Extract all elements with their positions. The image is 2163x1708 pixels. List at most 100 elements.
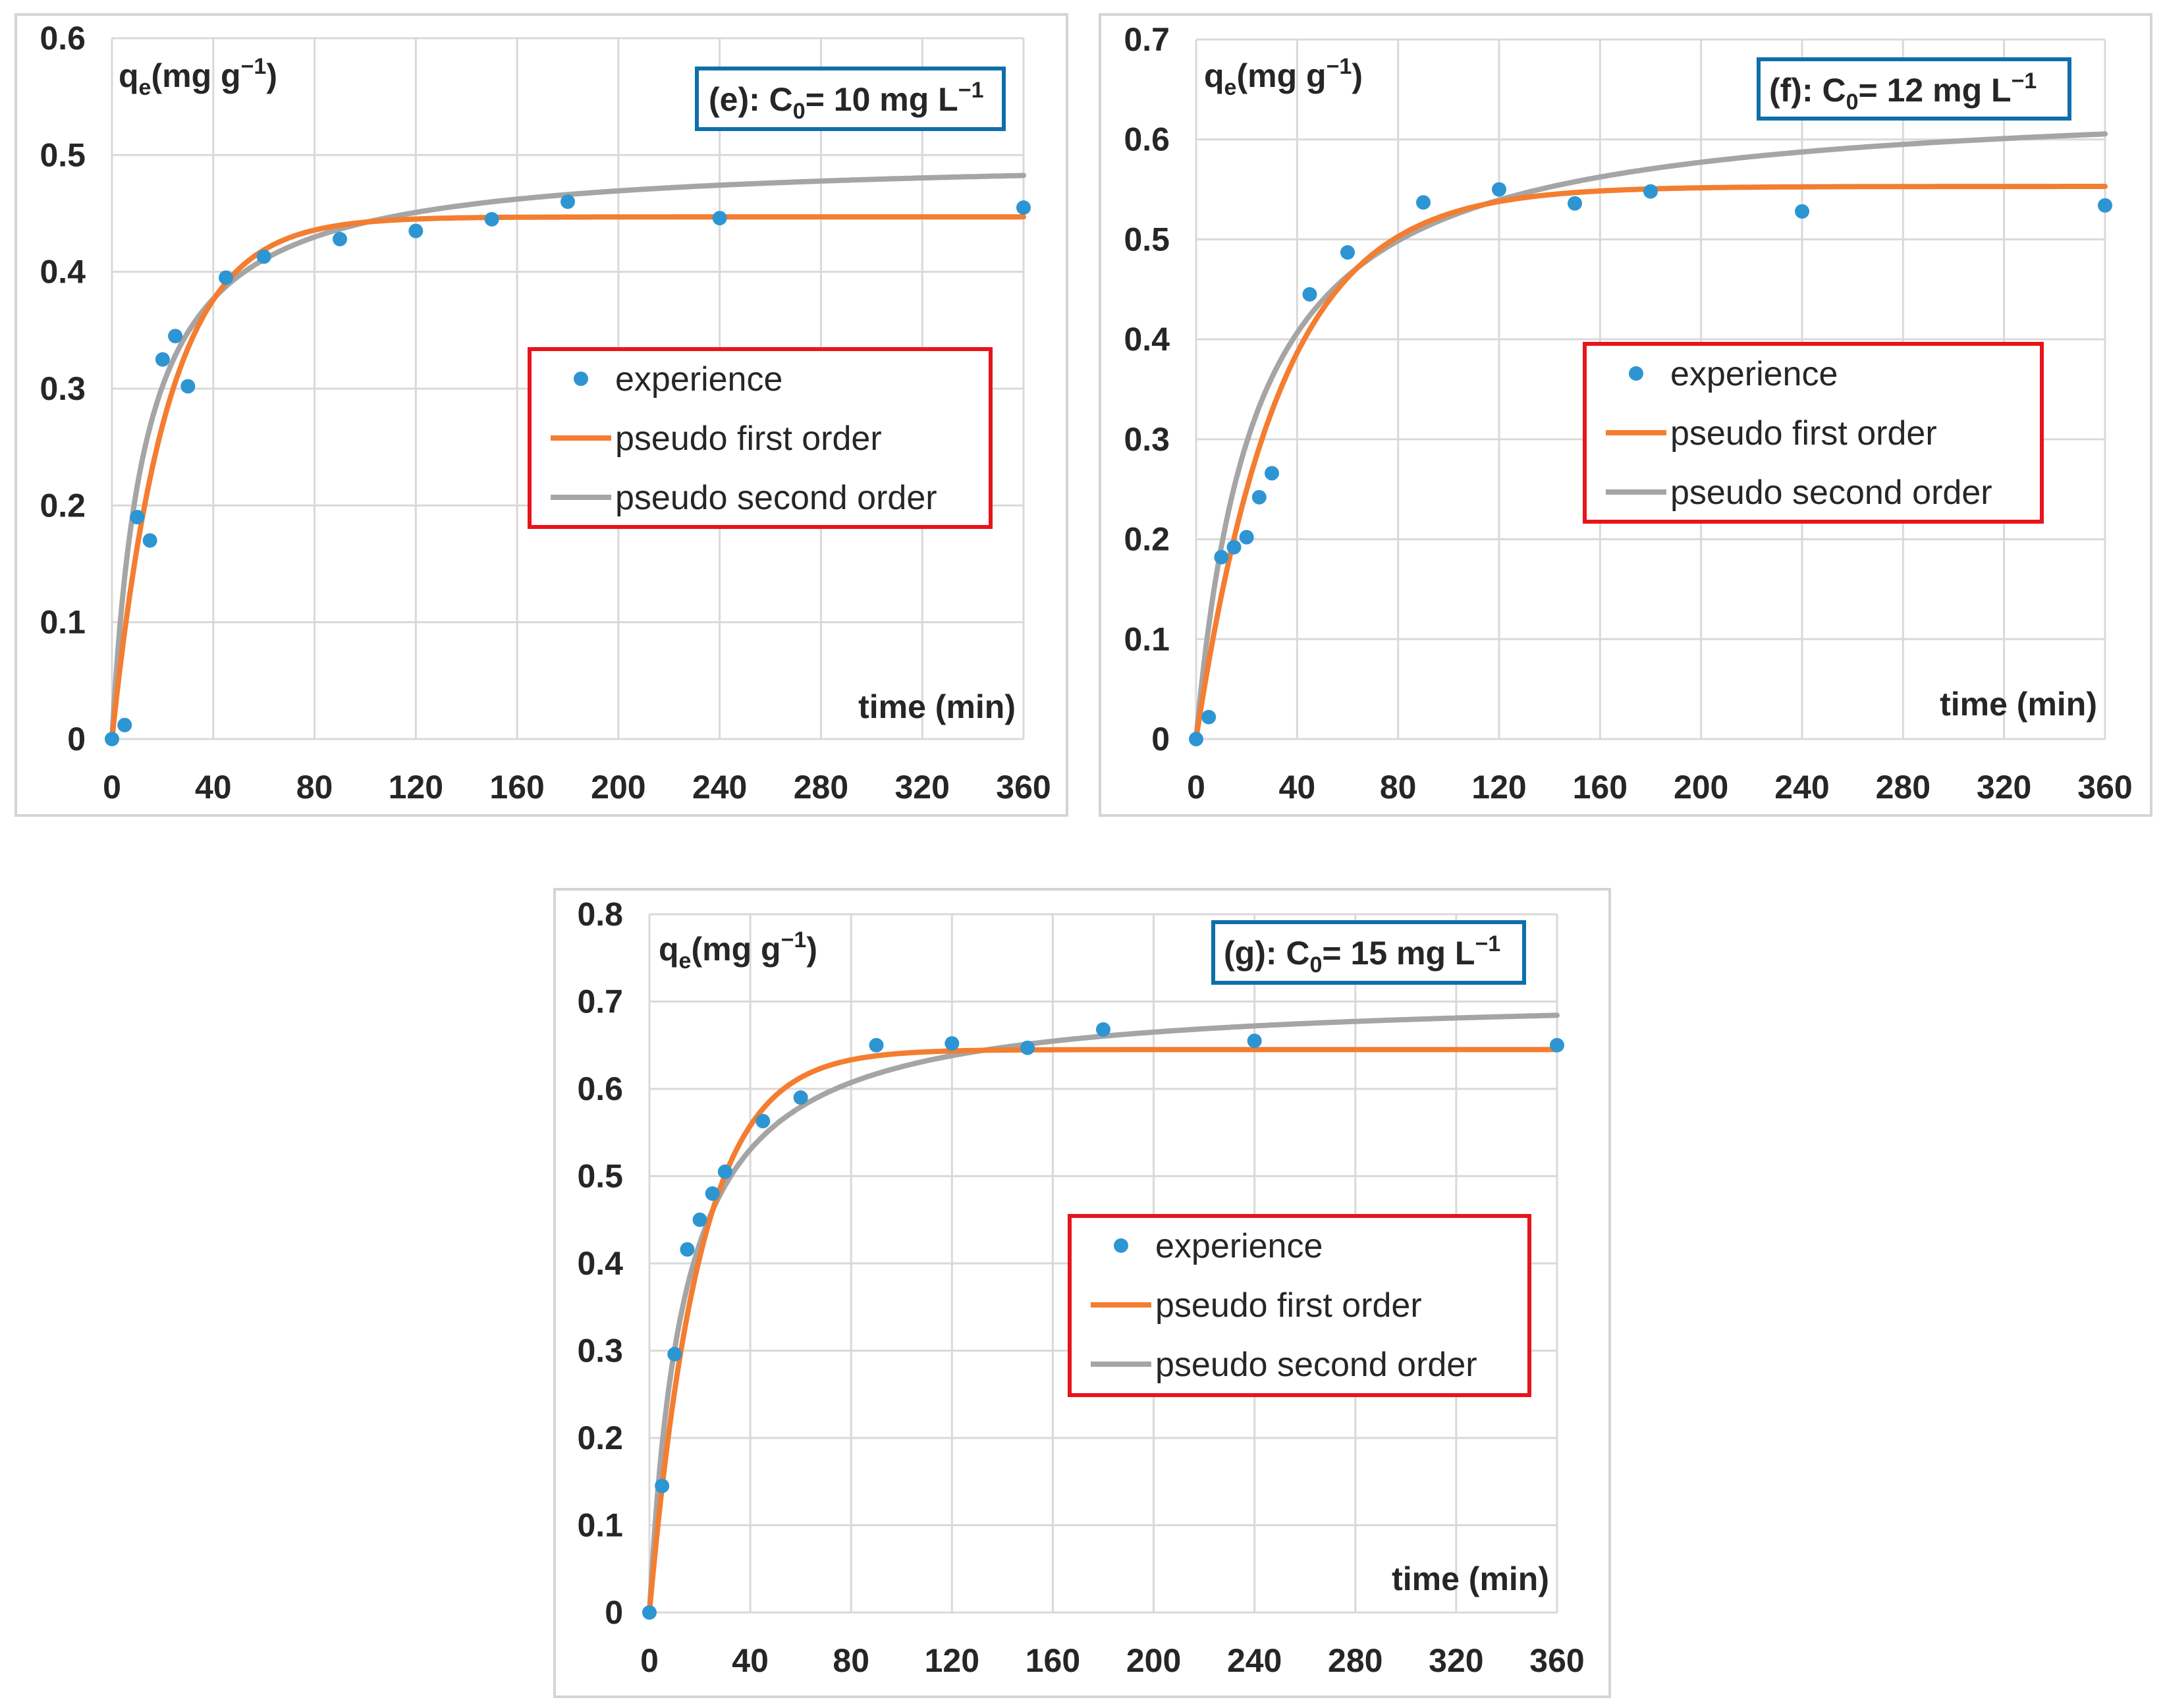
x-tick-label: 200 [591,769,645,806]
experience-point [712,211,727,226]
x-tick-label: 120 [1471,769,1526,806]
x-axis-label: time (min) [1392,1560,1549,1597]
experience-point [1020,1040,1035,1055]
experience-point [1643,184,1658,199]
experience-point [755,1114,771,1129]
experience-point [180,379,196,394]
concentration-annotation: (e): C0= 10 mg L−1 [709,78,983,124]
y-axis-label: qe(mg g−1) [1204,54,1363,100]
legend-pso-label: pseudo second order [615,479,937,517]
experience-point [484,211,499,227]
experience-point [105,732,119,746]
y-tick-label: 0.3 [1124,421,1170,458]
x-tick-label: 240 [1774,769,1829,806]
experience-point [1016,200,1031,215]
experience-point [130,510,145,525]
y-tick-label: 0.4 [40,254,86,290]
legend-pfo-label: pseudo first order [1155,1286,1422,1325]
y-tick-label: 0.5 [40,136,86,173]
x-tick-label: 160 [1026,1642,1080,1679]
legend-pfo-label: pseudo first order [1670,414,1937,453]
experience-point [717,1164,732,1179]
experience-point [1302,287,1317,302]
experience-point [155,352,170,367]
experience-point [333,232,347,247]
experience-point [1265,466,1279,481]
experience-point [408,223,424,238]
experience-point [1201,709,1217,725]
experience-point [1568,196,1582,211]
legend-pfo-label: pseudo first order [615,420,882,458]
experience-point [1214,549,1229,565]
x-axis-label: time (min) [1940,686,2097,723]
y-tick-label: 0.6 [40,20,86,57]
y-tick-label: 0.5 [1124,221,1170,258]
y-tick-label: 0.3 [577,1333,623,1369]
concentration-annotation-box [695,67,1006,131]
experience-point [945,1036,960,1051]
x-tick-label: 360 [996,769,1051,806]
experience-point [869,1037,884,1053]
x-tick-label: 160 [489,769,544,806]
y-tick-label: 0.1 [1124,620,1170,657]
y-axis-label: qe(mg g−1) [659,927,817,974]
experience-point [1550,1037,1564,1053]
concentration-annotation: (g): C0= 15 mg L−1 [1224,931,1500,978]
chart-e: 0 0.1 0.2 0.3 0.4 0.5 0.6 0 40 80 120 160 200 240 280 3… [14,13,1068,817]
x-tick-label: 360 [2077,769,2132,806]
x-tick-label: 240 [692,769,747,806]
x-tick-label: 0 [1187,769,1205,806]
concentration-annotation-box [1211,920,1526,985]
experience-point [2098,198,2112,213]
legend-pso-label: pseudo second order [1155,1346,1477,1384]
experience-point [1096,1022,1110,1037]
legend-experience-label: experience [1155,1227,1323,1265]
experience-point [1492,182,1506,197]
x-tick-label: 80 [296,769,333,806]
legend-experience-label: experience [615,360,782,399]
experience-point [117,717,132,732]
y-tick-label: 0.1 [577,1507,623,1544]
x-axis-label: time (min) [858,688,1016,725]
experience-point [705,1186,720,1201]
x-tick-label: 200 [1126,1642,1181,1679]
x-tick-label: 40 [1279,769,1316,806]
experience-point [1795,204,1809,219]
experience-point [561,194,575,209]
x-tick-label: 120 [925,1642,979,1679]
x-tick-label: 280 [1876,769,1930,806]
x-tick-label: 40 [195,769,232,806]
legend-experience-marker [1114,1238,1128,1253]
y-tick-label: 0.6 [1124,121,1170,158]
experience-point [1189,732,1203,746]
y-tick-label: 0.2 [40,487,86,524]
x-tick-label: 320 [895,769,950,806]
x-tick-label: 280 [1328,1642,1383,1679]
experience-point [1239,530,1254,545]
x-tick-label: 80 [1380,769,1417,806]
experience-point [142,533,157,548]
experience-point [692,1212,707,1227]
x-tick-label: 320 [1977,769,2031,806]
concentration-annotation: (f): C0= 12 mg L−1 [1769,69,2037,115]
y-tick-label: 0.4 [577,1245,623,1282]
experience-point [256,249,271,264]
legend-pso-label: pseudo second order [1670,474,1992,512]
x-tick-label: 80 [833,1642,869,1679]
x-tick-label: 200 [1674,769,1728,806]
y-tick-label: 0.2 [1124,521,1170,558]
experience-point [655,1478,670,1493]
y-tick-label: 0 [67,721,86,758]
x-tick-label: 0 [103,769,121,806]
experience-point [168,329,183,344]
x-tick-label: 40 [732,1642,769,1679]
experience-point [642,1605,657,1620]
x-tick-label: 280 [794,769,848,806]
y-tick-label: 0 [605,1594,623,1631]
experience-point [1226,539,1242,555]
y-tick-label: 0 [1151,721,1170,758]
x-tick-label: 120 [389,769,443,806]
y-tick-label: 0.1 [40,604,86,641]
concentration-annotation-box [1757,57,2071,121]
experience-point [1340,245,1355,260]
